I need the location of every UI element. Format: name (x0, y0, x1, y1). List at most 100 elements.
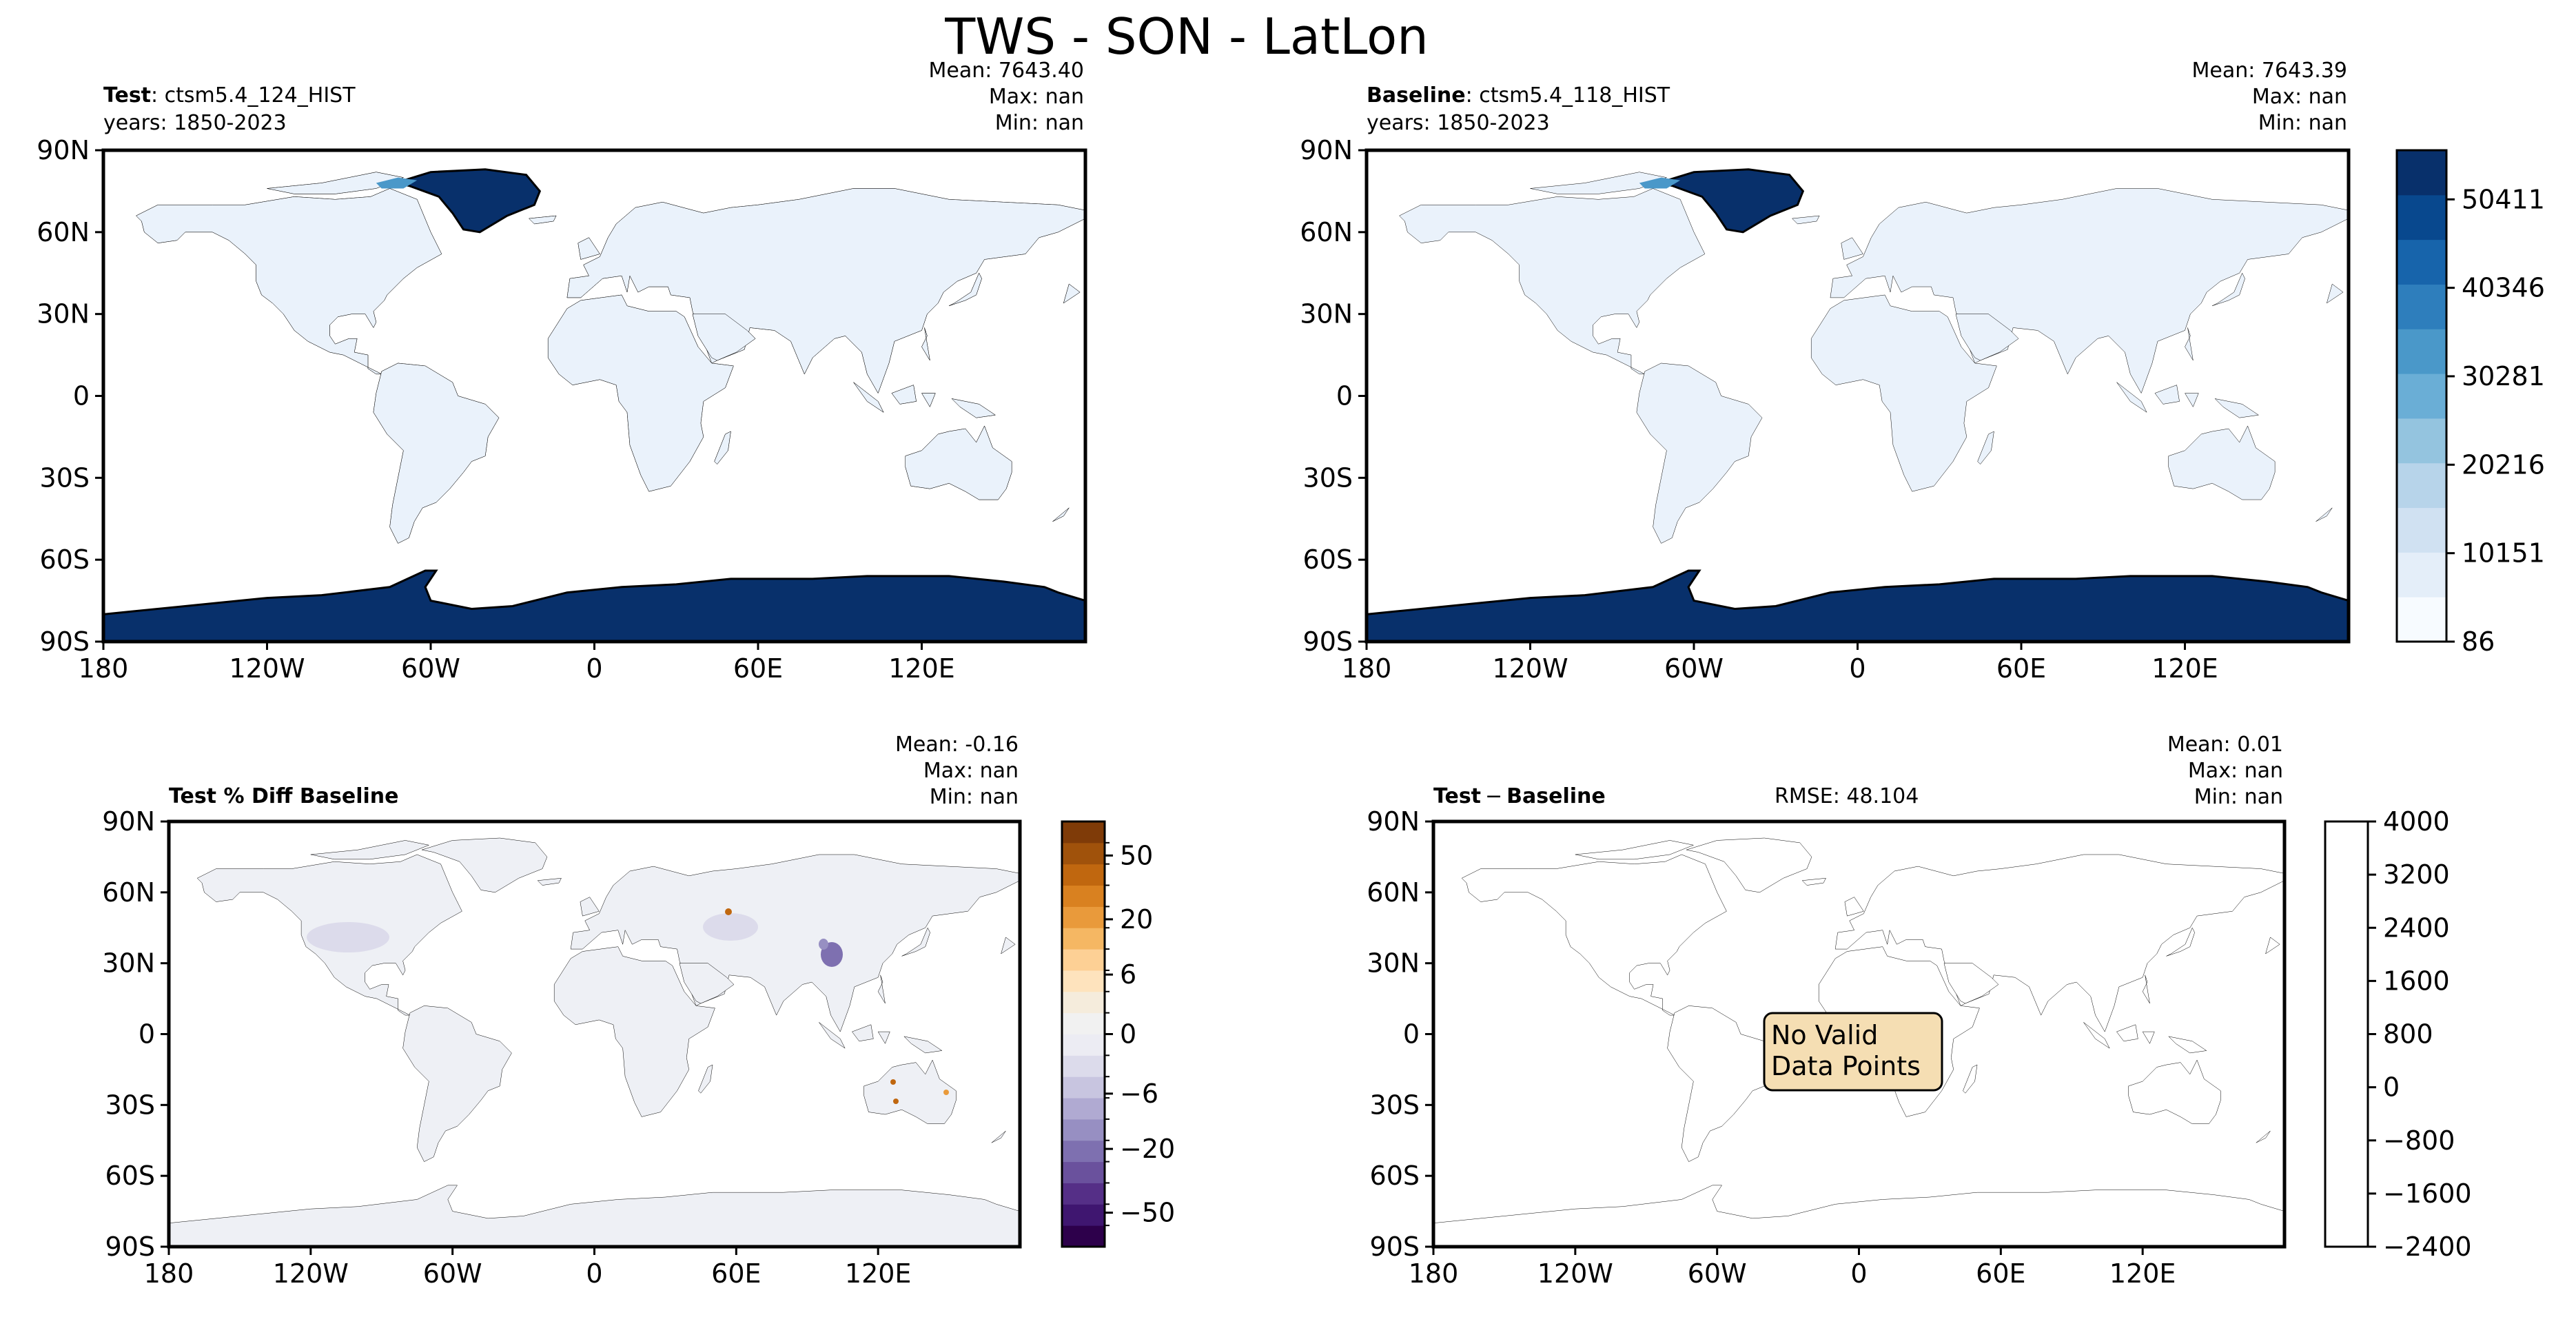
test-label-bold: Test (103, 83, 151, 108)
abs-diff-label-baseline: Baseline (1506, 784, 1606, 808)
panel-baseline: Baseline: ctsm5.4_118_HIST years: 1850-2… (1300, 59, 2545, 684)
pct-diff-colorbar-label: −50 (1120, 1198, 1175, 1228)
baseline-ytick-label: 90N (1300, 135, 1353, 165)
abs-diff-colorbar-label: 4000 (2383, 806, 2450, 837)
pct-diff-colorbar-segment (1062, 991, 1105, 1014)
abs-diff-ytick-label: 0 (1403, 1019, 1420, 1050)
abs-diff-ytick-label: 60N (1367, 877, 1420, 908)
baseline-xtick-label: 120E (2151, 653, 2218, 684)
abs-diff-ytick-label: 30N (1367, 948, 1420, 979)
test-xtick-label: 60E (733, 653, 783, 684)
test-ytick-label: 90N (37, 135, 90, 165)
abs-diff-colorbar-label: −1600 (2383, 1178, 2472, 1209)
baseline-label-bold: Baseline (1367, 83, 1466, 108)
pct-diff-colorbar-segment (1062, 1055, 1105, 1077)
pct-diff-ytick-label: 60S (105, 1161, 155, 1191)
greenland-ice (1658, 168, 1805, 234)
baseline-colorbar-label: 20216 (2462, 449, 2545, 480)
abs-diff-colorbar-label: 800 (2383, 1019, 2433, 1050)
pct-diff-colorbar-segment (1062, 970, 1105, 992)
baseline-colorbar-segment (2397, 239, 2446, 285)
abs-diff-xtick-label: 60E (1976, 1258, 2025, 1289)
pct-diff-ytick-label: 90N (102, 806, 155, 837)
abs-diff-colorbar: 4000 3200 2400 1600 800 0 −800 −1600 −2400 (2324, 806, 2472, 1262)
pct-diff-hotspot-india (703, 913, 758, 941)
abs-diff-colorbar-label: −2400 (2383, 1232, 2472, 1262)
pct-diff-dot-2 (890, 1079, 896, 1085)
baseline-colorbar-segment (2397, 597, 2446, 642)
baseline-colorbar-frame (2395, 149, 2448, 643)
pct-diff-colorbar-segment (1062, 1183, 1105, 1205)
baseline-mean: Mean: 7643.39 (2192, 59, 2347, 83)
baseline-min: Min: nan (2258, 111, 2347, 135)
abs-diff-xtick-label: 180 (1409, 1258, 1459, 1289)
baseline-ytick-label: 30S (1303, 462, 1353, 493)
abs-diff-ytick-label: 30S (1370, 1090, 1420, 1120)
pct-diff-max: Max: nan (923, 759, 1019, 783)
abs-diff-ytick-label: 60S (1370, 1161, 1420, 1191)
abs-diff-colorbar-label: 1600 (2383, 966, 2450, 996)
pct-diff-colorbar-label: 20 (1120, 904, 1153, 935)
abs-diff-ytick-label: 90N (1367, 806, 1420, 837)
pct-diff-xtick-label: 120E (845, 1258, 912, 1289)
pct-diff-colorbar: 50 20 6 0 −6 −20 −50 (1061, 820, 1175, 1248)
pct-diff-xtick-label: 60E (711, 1258, 761, 1289)
pct-diff-colorbar-segment (1062, 1225, 1105, 1247)
baseline-ytick-label: 60N (1300, 217, 1353, 247)
test-min: Min: nan (995, 111, 1084, 135)
abs-diff-xtick-label: 60W (1688, 1258, 1747, 1289)
baseline-ytick-label: 0 (1336, 381, 1353, 411)
abs-diff-mean: Mean: 0.01 (2167, 733, 2283, 757)
baseline-max: Max: nan (2252, 85, 2347, 109)
baseline-colorbar-segment (2397, 507, 2446, 553)
pct-diff-colorbar-segment (1062, 1140, 1105, 1163)
baseline-xtick-label: 120W (1492, 653, 1568, 684)
pct-diff-ytick-label: 30S (105, 1090, 155, 1120)
pct-diff-ytick-label: 30N (102, 948, 155, 979)
abs-diff-colorbar-label: 3200 (2383, 859, 2450, 890)
baseline-xtick-label: 0 (1849, 653, 1865, 684)
greenland-ice (395, 168, 542, 234)
panel-test: Test: ctsm5.4_124_HIST years: 1850-2023 … (37, 59, 1087, 684)
baseline-colorbar-segment (2397, 418, 2446, 464)
abs-diff-xtick-label: 0 (1850, 1258, 1867, 1289)
abs-diff-message-line2: Data Points (1771, 1051, 1921, 1081)
test-xtick-label: 180 (79, 653, 129, 684)
test-ytick-label: 60S (40, 544, 90, 575)
baseline-colorbar-segment (2397, 552, 2446, 598)
pct-diff-ytick-label: 0 (139, 1019, 155, 1050)
abs-diff-label-test: Test (1433, 784, 1481, 808)
pct-diff-colorbar-segment (1062, 842, 1105, 865)
pct-diff-xtick-label: 60W (423, 1258, 482, 1289)
test-mean: Mean: 7643.40 (929, 59, 1084, 83)
test-label-rest: : ctsm5.4_124_HIST (151, 83, 356, 108)
baseline-years: years: 1850-2023 (1367, 111, 1550, 135)
abs-diff-ytick-label: 90S (1370, 1232, 1420, 1262)
pct-diff-colorbar-segment (1062, 1204, 1105, 1226)
pct-diff-hotspot-na (307, 922, 389, 952)
pct-diff-ytick-label: 90S (105, 1232, 155, 1262)
baseline-ticks: 180 120W 60W 0 60E 120E 90N 60N 30N 0 30S 60S 90S (1300, 135, 2218, 684)
pct-diff-xtick-label: 0 (586, 1258, 602, 1289)
pct-diff-min: Min: nan (930, 785, 1019, 809)
antarctica-ice (1367, 569, 2349, 642)
figure-title: TWS - SON - LatLon (944, 8, 1429, 65)
test-years: years: 1850-2023 (103, 111, 287, 135)
pct-diff-colorbar-label: 50 (1120, 840, 1153, 870)
pct-diff-colorbar-segment (1062, 928, 1105, 950)
pct-diff-hotspot-asia-2 (819, 939, 828, 950)
pct-diff-xtick-label: 180 (144, 1258, 194, 1289)
pct-diff-colorbar-label: 6 (1120, 959, 1136, 990)
abs-diff-colorbar-label: 0 (2383, 1072, 2400, 1103)
baseline-colorbar-segment (2397, 284, 2446, 329)
test-ice-sheets (103, 168, 1085, 642)
test-max: Max: nan (989, 85, 1084, 109)
test-ytick-label: 60N (37, 217, 90, 247)
pct-diff-colorbar-label: −6 (1120, 1079, 1158, 1109)
pct-diff-colorbar-segment (1062, 1076, 1105, 1099)
abs-diff-colorbar-label: −800 (2383, 1125, 2455, 1156)
baseline-colorbar-label: 30281 (2462, 361, 2545, 391)
abs-diff-label: Test − Baseline (1433, 784, 1606, 808)
abs-diff-ticks: 180 120W 60W 0 60E 120E 90N 60N 30N 0 30S 60S 90S (1367, 806, 2176, 1289)
